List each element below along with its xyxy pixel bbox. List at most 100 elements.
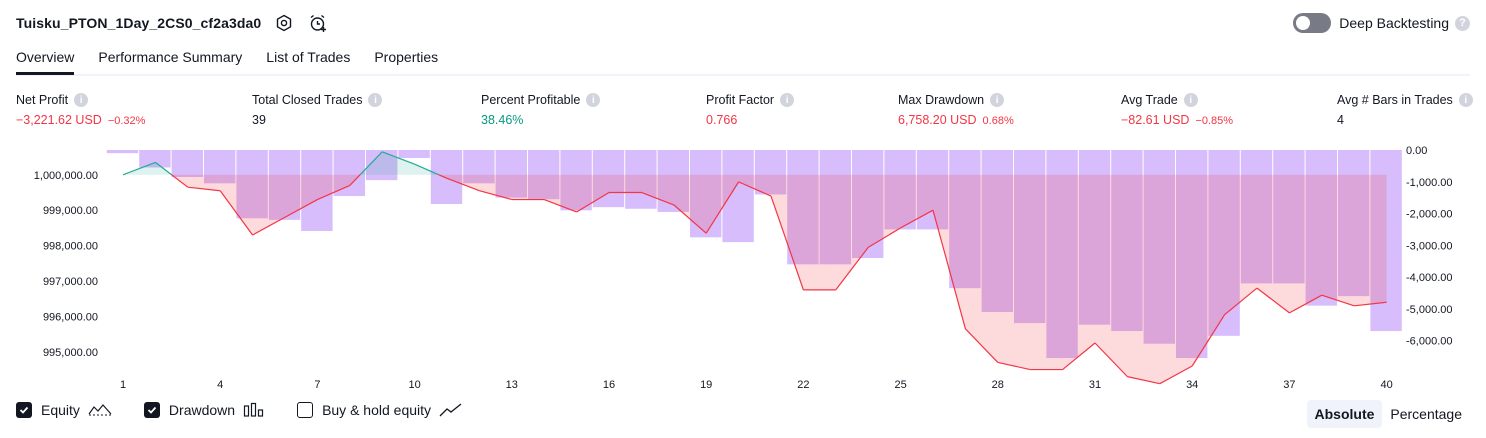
equity-line-segment	[1159, 365, 1193, 385]
equity-fill	[317, 174, 350, 200]
tab-properties[interactable]: Properties	[374, 49, 439, 65]
equity-drawdown-chart[interactable]: 1,000,000.00 999,000.00 998,000.00 997,000.…	[0, 136, 1486, 394]
equity-fill	[965, 174, 998, 363]
equity-line-segment	[155, 161, 172, 176]
equity-line-segment	[738, 181, 772, 197]
equity-line-segment	[438, 174, 448, 179]
equity-fill	[544, 174, 577, 212]
drawdown-bar	[560, 150, 592, 211]
equity-fill	[252, 174, 285, 235]
x-axis-tick: 40	[1380, 379, 1392, 391]
equity-fill	[835, 174, 869, 290]
x-axis-tick: 31	[1089, 379, 1101, 391]
equity-fill	[576, 174, 609, 212]
info-icon[interactable]: i	[586, 93, 601, 107]
drawdown-bar	[106, 150, 139, 154]
percentage-button[interactable]: Percentage	[1390, 406, 1462, 422]
checkbox-unchecked-icon[interactable]	[297, 402, 314, 418]
tab-overview[interactable]: Overview	[16, 44, 75, 75]
equity-fill	[738, 174, 771, 197]
drawdown-bar	[463, 150, 495, 184]
stat-percent: −0.85%	[1195, 115, 1234, 127]
equity-line-segment	[932, 210, 966, 329]
settings-hex-icon[interactable]	[273, 12, 295, 34]
buy-hold-line-icon	[439, 402, 463, 418]
equity-line-segment	[381, 151, 415, 165]
stat-value: 39	[252, 113, 266, 127]
drawdown-bar	[1273, 150, 1305, 284]
info-icon[interactable]: i	[1183, 93, 1198, 107]
drawdown-bar	[1305, 150, 1337, 306]
stat-label: Max Drawdown	[898, 93, 985, 107]
tab-list-of-trades[interactable]: List of Trades	[266, 49, 351, 65]
checkbox-checked-icon[interactable]	[143, 402, 160, 418]
drawdown-bar	[1143, 150, 1175, 344]
x-axis-tick: 37	[1283, 379, 1295, 391]
left-axis-tick: 1,000,000.00	[34, 170, 98, 182]
x-axis-tick: 19	[700, 379, 712, 391]
info-icon[interactable]: i	[1458, 93, 1473, 107]
drawdown-bar	[139, 150, 171, 168]
drawdown-bar	[1338, 150, 1370, 297]
x-axis-tick: 25	[894, 379, 906, 391]
equity-fill	[1127, 174, 1160, 384]
stat-label: Profit Factor	[706, 93, 775, 107]
stat-value: −82.61 USD	[1121, 113, 1190, 127]
equity-fill	[803, 174, 836, 290]
help-icon[interactable]: ?	[1455, 15, 1470, 31]
info-icon[interactable]: i	[990, 93, 1005, 107]
drawdown-bar	[301, 150, 333, 231]
tab-performance-summary[interactable]: Performance Summary	[98, 49, 243, 65]
chart-legend: Equity Drawdown Buy & hold equity	[16, 402, 495, 418]
drawdown-bar	[430, 150, 463, 204]
equity-line-segment	[187, 186, 221, 192]
equity-line-segment	[1127, 376, 1160, 385]
x-axis-tick: 10	[408, 379, 420, 391]
equity-line-segment	[900, 209, 934, 229]
info-icon[interactable]: i	[368, 93, 383, 107]
equity-fill	[1224, 174, 1257, 315]
checkbox-checked-icon[interactable]	[16, 402, 32, 418]
drawdown-bar	[1240, 150, 1273, 284]
drawdown-bar	[787, 150, 819, 265]
drawdown-bar	[690, 150, 722, 238]
info-icon[interactable]: i	[74, 93, 89, 107]
drawdown-bar	[592, 150, 625, 208]
equity-line-segment	[479, 190, 512, 201]
equity-line-segment	[543, 199, 577, 213]
deep-backtesting-toggle[interactable]	[1293, 13, 1332, 33]
right-axis-tick: -2,000.00	[1406, 209, 1452, 221]
info-icon[interactable]: i	[780, 93, 795, 107]
stat-percent: −0.32%	[107, 115, 146, 127]
drawdown-bar	[625, 150, 657, 209]
right-axis-tick: -6,000.00	[1406, 336, 1452, 348]
drawdown-bar	[495, 150, 527, 198]
x-axis-tick: 22	[797, 379, 809, 391]
equity-line-segment	[1321, 294, 1355, 307]
x-axis-tick: 7	[314, 379, 320, 391]
drawdown-bar	[981, 150, 1013, 312]
equity-line-segment	[1289, 294, 1323, 314]
equity-fill	[479, 174, 512, 200]
equity-fill	[1192, 174, 1225, 366]
absolute-button[interactable]: Absolute	[1306, 400, 1383, 428]
equity-fill	[1095, 174, 1128, 377]
alarm-add-icon[interactable]	[307, 12, 329, 34]
drawdown-bar	[1014, 150, 1046, 324]
stat-avg-trade: Avg Trade i −82.61 USD −0.85%	[1121, 93, 1233, 127]
x-axis-tick: 1	[120, 379, 126, 391]
equity-fill	[997, 174, 1031, 370]
equity-line-segment	[122, 161, 156, 176]
legend-drawdown[interactable]: Drawdown	[143, 402, 265, 418]
drawdown-bar	[398, 150, 430, 158]
equity-fill	[900, 174, 933, 228]
equity-line-segment	[171, 174, 189, 188]
drawdown-bars-icon	[243, 402, 265, 418]
deep-backtesting: Deep Backtesting ?	[1293, 13, 1470, 33]
legend-equity[interactable]: Equity	[16, 402, 112, 418]
deep-backtesting-label: Deep Backtesting	[1339, 15, 1449, 31]
x-axis-tick: 16	[603, 379, 615, 391]
stat-label: Avg Trade	[1121, 93, 1178, 107]
legend-buy-hold[interactable]: Buy & hold equity	[297, 402, 463, 418]
equity-fill	[673, 174, 707, 234]
